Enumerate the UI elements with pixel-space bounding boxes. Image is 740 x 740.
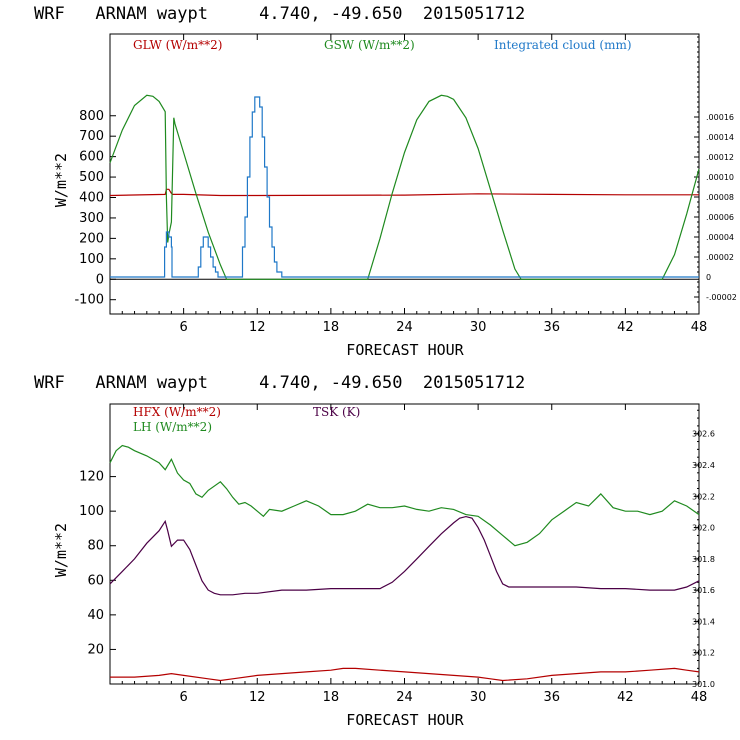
- top-panel: WRF ARNAM waypt 4.740, -49.650 201505171…: [34, 4, 737, 359]
- bottom-xtick-label: 42: [617, 690, 634, 705]
- bottom-series-group: [109, 444, 700, 682]
- top-series-integrated: [110, 96, 699, 278]
- bottom-plot-frame: [109, 403, 700, 685]
- bottom-xtick-label: 24: [396, 690, 413, 705]
- bottom-ytick-label: 80: [87, 539, 104, 554]
- top-rtick-label: .00008: [706, 193, 734, 202]
- top-rtick-label: .00004: [706, 233, 734, 242]
- top-ytick-label: -100: [74, 293, 104, 308]
- bottom-rtick-label: 302.4: [692, 461, 715, 470]
- bottom-xtick-label: 6: [179, 690, 187, 705]
- bottom-rtick-label: 302.6: [692, 430, 715, 439]
- top-ytick-label: 200: [79, 231, 104, 246]
- bottom-series-hfx: [110, 667, 700, 682]
- top-rtick-label: .00006: [706, 213, 734, 222]
- bottom-series-tsk: [109, 515, 700, 596]
- top-ytick-label: 800: [79, 109, 104, 124]
- top-ylabel: W/m**2: [52, 153, 70, 207]
- bottom-rtick-label: 301.6: [692, 586, 715, 595]
- top-rtick-label: -.00002: [706, 293, 737, 302]
- bottom-rtick-label: 301.4: [692, 617, 715, 626]
- top-ytick-label: 100: [79, 252, 104, 267]
- legend-lh: LH (W/m**2): [133, 420, 212, 434]
- top-xlabel: FORECAST HOUR: [346, 341, 464, 359]
- bottom-xlabel: FORECAST HOUR: [346, 711, 464, 729]
- top-series-group: [109, 94, 700, 280]
- bottom-rtick-label: 301.0: [692, 680, 715, 689]
- bottom-xtick-label: 18: [323, 690, 340, 705]
- top-rtick-label: .00002: [706, 253, 734, 262]
- bottom-ytick-label: 20: [87, 642, 104, 657]
- legend-hfx: HFX (W/m**2): [133, 405, 221, 419]
- bottom-ytick-label: 120: [79, 470, 104, 485]
- legend-cloud: Integrated cloud (mm): [494, 38, 632, 52]
- top-xtick-label: 36: [543, 320, 560, 335]
- top-rtick-label: .00016: [706, 113, 734, 122]
- bottom-xtick-label: 12: [249, 690, 266, 705]
- top-rtick-label: .00014: [706, 133, 734, 142]
- bottom-title: WRF ARNAM waypt 4.740, -49.650 201505171…: [34, 373, 525, 393]
- bottom-series-lh: [109, 444, 700, 547]
- bottom-rtick-label: 301.2: [692, 649, 715, 658]
- top-ytick-label: 700: [79, 129, 104, 144]
- top-xtick-label: 48: [691, 320, 708, 335]
- top-title: WRF ARNAM waypt 4.740, -49.650 201505171…: [34, 4, 525, 24]
- bottom-rtick-label: 302.2: [692, 492, 715, 501]
- top-series-glw: [109, 188, 699, 197]
- legend-gsw: GSW (W/m**2): [324, 38, 415, 52]
- top-ytick-label: 400: [79, 191, 104, 206]
- top-rtick-label: 0: [706, 273, 711, 282]
- bottom-panel: WRF ARNAM waypt 4.740, -49.650 201505171…: [34, 373, 715, 729]
- top-xtick-label: 30: [470, 320, 487, 335]
- bottom-rtick-label: 301.8: [692, 555, 715, 564]
- top-xtick-label: 42: [617, 320, 634, 335]
- top-ytick-label: 500: [79, 170, 104, 185]
- bottom-ylabel: W/m**2: [52, 523, 70, 577]
- top-xtick-label: 6: [179, 320, 187, 335]
- top-ytick-label: 0: [96, 272, 104, 287]
- top-series-gsw: [109, 94, 700, 280]
- top-ytick-label: 300: [79, 211, 104, 226]
- bottom-axis-ticks: 6 12 18 24 30 36 42 48 20 40 60 80 100 120 301.0 301.2 3…: [79, 404, 715, 705]
- top-xtick-label: 18: [323, 320, 340, 335]
- legend-glw: GLW (W/m**2): [133, 38, 222, 52]
- legend-tsk: TSK (K): [313, 405, 360, 419]
- bottom-xtick-label: 48: [691, 690, 708, 705]
- top-xtick-label: 24: [396, 320, 413, 335]
- top-rtick-label: .00012: [706, 153, 734, 162]
- bottom-rtick-label: 302.0: [692, 524, 715, 533]
- bottom-xtick-label: 30: [470, 690, 487, 705]
- top-axis-ticks: 6 12 18 24 30 36 42 48 -100 0 100 200 300 400 500 600 70…: [74, 34, 737, 335]
- top-xtick-label: 12: [249, 320, 266, 335]
- top-ytick-label: 600: [79, 150, 104, 165]
- bottom-ytick-label: 40: [87, 608, 104, 623]
- bottom-ytick-label: 100: [79, 504, 104, 519]
- bottom-ytick-label: 60: [87, 573, 104, 588]
- bottom-xtick-label: 36: [543, 690, 560, 705]
- top-rtick-label: .00010: [706, 173, 734, 182]
